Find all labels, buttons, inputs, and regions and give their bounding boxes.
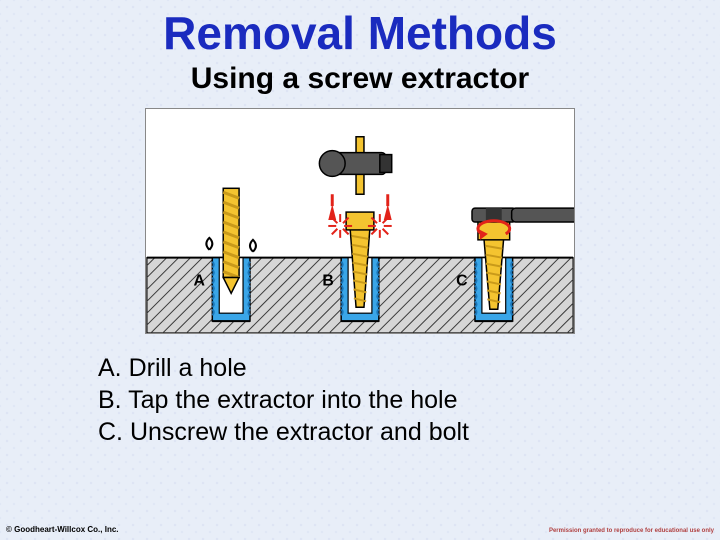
- title-text: Removal Methods: [163, 7, 557, 59]
- step-b: B. Tap the extractor into the hole: [98, 384, 720, 416]
- svg-text:B: B: [322, 272, 333, 289]
- permission-note: Permission granted to reproduce for educ…: [549, 528, 714, 534]
- svg-text:C: C: [456, 272, 468, 289]
- copyright: © Goodheart-Willcox Co., Inc.: [6, 525, 119, 534]
- steps-list: A. Drill a hole B. Tap the extractor int…: [98, 352, 720, 448]
- slide-subtitle: Using a screw extractor: [0, 62, 720, 96]
- svg-text:A: A: [193, 272, 205, 289]
- step-a: A. Drill a hole: [98, 352, 720, 384]
- slide-content: Removal Methods Using a screw extractor …: [0, 0, 720, 540]
- extractor-diagram: A B C: [145, 108, 575, 334]
- subtitle-text: Using a screw extractor: [191, 62, 529, 95]
- slide-title: Removal Methods: [0, 0, 720, 60]
- step-c: C. Unscrew the extractor and bolt: [98, 416, 720, 448]
